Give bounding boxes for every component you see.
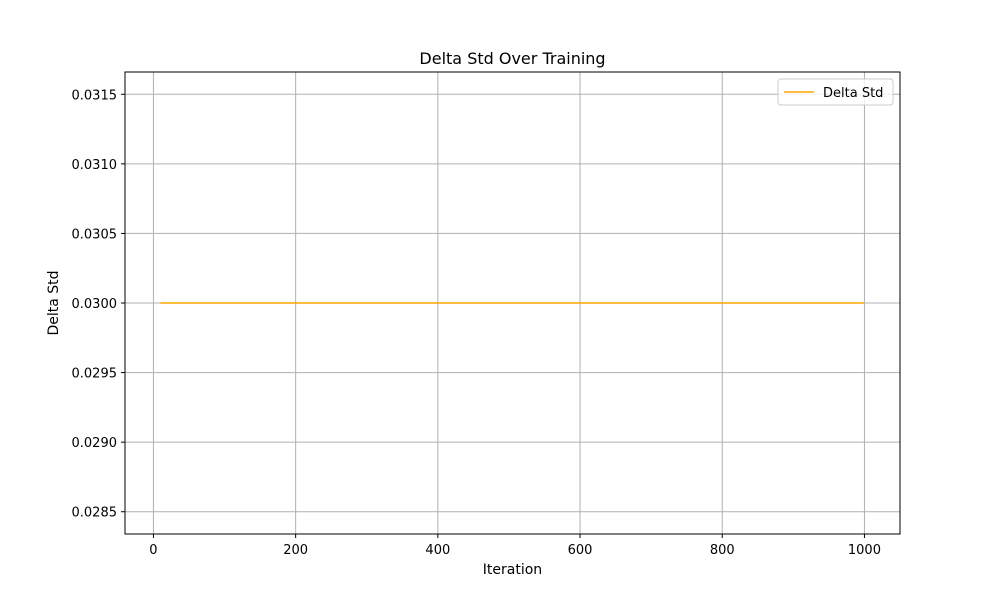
y-axis-label: Delta Std: [46, 270, 62, 335]
x-tick-label: 600: [568, 543, 593, 558]
y-tick-label: 0.0315: [72, 88, 118, 103]
y-tick-label: 0.0305: [72, 227, 118, 242]
chart-title: Delta Std Over Training: [419, 49, 605, 68]
x-tick-label: 0: [149, 543, 157, 558]
x-axis: 0 200 400 600 800 1000: [149, 534, 881, 558]
y-tick-label: 0.0295: [72, 367, 118, 382]
y-axis: 0.0285 0.0290 0.0295 0.0300 0.0305 0.0310 0.03…: [72, 88, 125, 521]
x-axis-label: Iteration: [483, 562, 542, 578]
x-tick-label: 800: [710, 543, 735, 558]
y-tick-label: 0.0290: [72, 436, 118, 451]
x-tick-label: 200: [283, 543, 308, 558]
legend-box: [777, 78, 894, 106]
legend: Delta Std: [777, 78, 894, 106]
y-tick-label: 0.0310: [72, 158, 118, 173]
x-tick-label: 1000: [848, 543, 881, 558]
legend-label: Delta Std: [823, 86, 883, 101]
x-tick-label: 400: [425, 543, 450, 558]
y-tick-label: 0.0285: [72, 506, 118, 521]
y-tick-label: 0.0300: [72, 297, 118, 312]
